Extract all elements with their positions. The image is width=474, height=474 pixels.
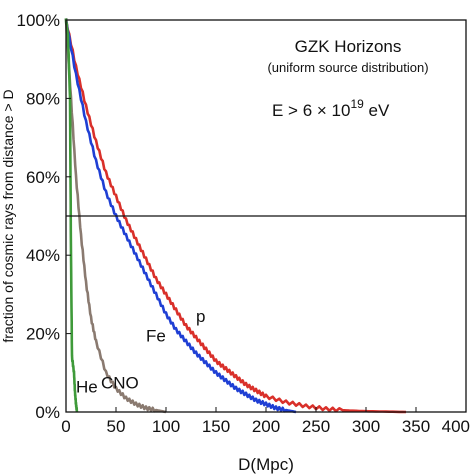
series-label-fe: Fe	[146, 326, 166, 345]
x-tick-label: 200	[252, 417, 280, 436]
series-label-he: He	[76, 377, 98, 396]
series-label-p: p	[196, 307, 205, 326]
y-tick-label: 0%	[35, 403, 60, 422]
y-tick-label: 100%	[17, 11, 60, 30]
y-tick-label: 60%	[26, 168, 60, 187]
series-line-he	[64, 18, 79, 413]
y-tick-label: 40%	[26, 246, 60, 265]
energy-threshold-label: E > 6 × 1019 eV	[272, 97, 390, 120]
series-label-cno: CNO	[101, 373, 139, 392]
x-tick-label: 0	[61, 417, 70, 436]
y-tick-label: 80%	[26, 89, 60, 108]
series-line-fe	[64, 18, 297, 414]
x-axis-label: D(Mpc)	[238, 455, 294, 474]
energy-prefix: E > 6 × 10	[272, 101, 350, 120]
y-axis-label: fraction of cosmic rays from distance > …	[0, 89, 16, 342]
series-line-cno	[64, 18, 167, 414]
energy-suffix: eV	[364, 101, 390, 120]
x-tick-label: 300	[352, 417, 380, 436]
y-tick-label: 20%	[26, 325, 60, 344]
ticks-layer: 0 50 100 150 200 250 300 350 400 0% 20% 40% 60% 80% 10…	[17, 11, 470, 436]
x-tick-label: 350	[402, 417, 430, 436]
x-tick-label: 250	[302, 417, 330, 436]
x-tick-label: 50	[107, 417, 126, 436]
x-tick-label: 150	[202, 417, 230, 436]
chart-title: GZK Horizons	[295, 37, 402, 56]
energy-exponent: 19	[350, 97, 364, 111]
x-tick-label: 100	[152, 417, 180, 436]
chart-subtitle: (uniform source distribution)	[267, 60, 428, 75]
x-tick-label: 400	[442, 417, 470, 436]
y-axis-label-group: fraction of cosmic rays from distance > …	[0, 89, 16, 342]
series-layer	[64, 18, 407, 414]
